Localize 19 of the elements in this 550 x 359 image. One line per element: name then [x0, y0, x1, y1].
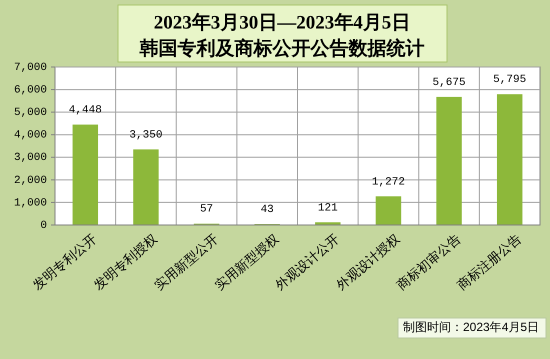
y-tick-label: 5,000	[14, 107, 47, 120]
chart-title: 2023年3月30日—2023年4月5日	[154, 12, 410, 34]
y-tick-label: 7,000	[14, 62, 47, 74]
y-tick-label: 3,000	[14, 152, 47, 164]
y-tick-label: 1,000	[14, 197, 47, 210]
y-tick-label: 2,000	[14, 174, 47, 187]
data-label: 3,350	[129, 129, 162, 142]
data-label: 1,272	[372, 176, 405, 188]
data-label: 5,675	[432, 76, 466, 89]
data-label: 5,795	[493, 74, 526, 86]
y-tick-label: 6,000	[14, 84, 47, 96]
data-label: 4,448	[68, 104, 102, 117]
data-label: 43	[260, 204, 274, 216]
text: 制图时间：2023年4月5日	[403, 320, 540, 334]
y-tick-label: 0	[40, 220, 47, 232]
data-label: 121	[318, 202, 338, 214]
data-label: 57	[200, 204, 214, 216]
chart-subtitle: 韩国专利及商标公开公告数据统计	[138, 37, 424, 60]
y-tick-label: 4,000	[14, 130, 47, 142]
